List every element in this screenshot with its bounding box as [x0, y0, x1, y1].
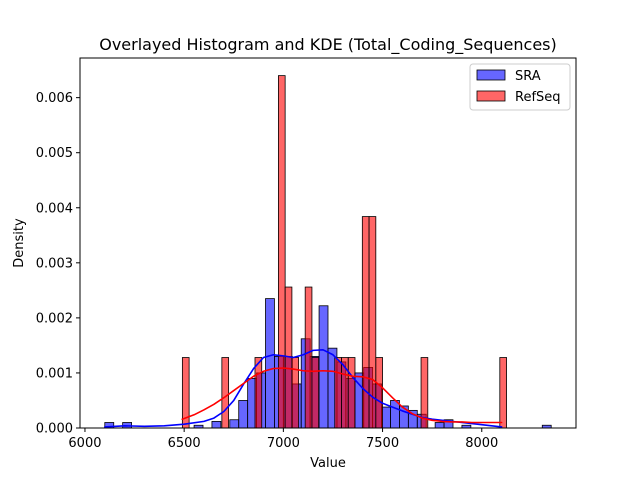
sra-bar-26 — [434, 422, 445, 429]
y-tick-label-6: 0.006 — [36, 91, 73, 106]
kde-layer — [104, 349, 503, 428]
x-axis-label: Value — [310, 456, 346, 471]
refseq-bar-8 — [334, 357, 342, 429]
y-tick-label-3: 0.003 — [36, 256, 73, 271]
sra-bar-3 — [211, 420, 222, 429]
sra-bar-14 — [318, 305, 329, 429]
plot-frame — [79, 57, 577, 429]
y-tick-label-4: 0.004 — [36, 201, 73, 216]
refseq-bar-2 — [254, 357, 263, 429]
y-tick-label-0: 0.000 — [36, 422, 73, 437]
refseq-bar-15 — [499, 357, 507, 429]
y-axis-label: Density — [12, 218, 27, 268]
x-tick-label-4: 8000 — [465, 436, 498, 451]
refseq-bar-7 — [311, 357, 320, 429]
legend-label-refseq: RefSeq — [515, 90, 561, 105]
refseq-bar-11 — [361, 216, 370, 429]
refseq-bar-3 — [277, 75, 286, 429]
x-tick-label-3: 7500 — [366, 436, 399, 451]
y-tick-label-5: 0.005 — [36, 146, 73, 161]
sra-bar-8 — [265, 298, 275, 429]
refseq-kde-line — [181, 367, 503, 424]
x-axis: 6000 6500 7000 7500 8000 — [68, 428, 498, 451]
x-tick-label-1: 6500 — [168, 436, 201, 451]
y-tick-label-2: 0.002 — [36, 311, 73, 326]
y-axis: 0.000 0.001 0.002 0.003 0.004 0.005 0.006 — [36, 91, 80, 437]
x-tick-label-2: 7000 — [267, 436, 300, 451]
refseq-bar-1 — [221, 357, 230, 429]
sra-kde-line — [104, 349, 503, 428]
x-tick-label-0: 6000 — [68, 436, 101, 451]
sra-bar-22 — [390, 400, 400, 429]
legend: SRA RefSeq — [469, 63, 571, 111]
legend-swatch-refseq — [476, 90, 506, 102]
chart-title: Overlayed Histogram and KDE (Total_Codin… — [99, 35, 557, 55]
legend-label-sra: SRA — [515, 69, 541, 84]
legend-swatch-sra — [476, 69, 506, 81]
refseq-bar-13 — [375, 357, 383, 429]
refseq-bar-5 — [291, 357, 300, 429]
sra-bar-5 — [238, 400, 249, 429]
refseq-bar-10 — [347, 357, 356, 429]
y-tick-label-1: 0.001 — [36, 366, 73, 381]
sra-bar-4 — [229, 419, 240, 429]
refseq-bar-6 — [304, 286, 313, 429]
